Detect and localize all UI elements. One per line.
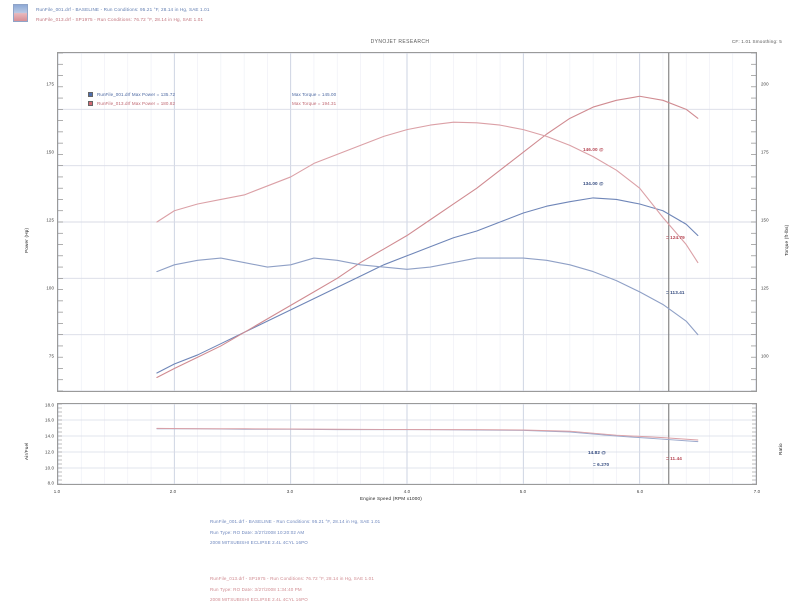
afr-y-tick: 14.0 xyxy=(45,433,54,439)
power-torque-plot-canvas xyxy=(58,53,756,391)
afr-y-axis-title: Air/Fuel xyxy=(24,442,29,460)
air-fuel-plot xyxy=(57,403,757,485)
x-tick: 1.0 xyxy=(53,489,61,494)
y-left-tick: 75 xyxy=(48,353,54,359)
y-right-tick: 150 xyxy=(761,217,769,223)
annotation-torque-peak-red: 146.00 @ xyxy=(583,147,604,152)
air-fuel-plot-canvas xyxy=(58,404,756,484)
annotation-cursor-power-red: = 124.79 xyxy=(666,235,685,240)
y-right-axis-title: Torque (ft-lbs) xyxy=(784,224,789,256)
y-right-tick: 200 xyxy=(761,81,769,87)
annotation-afr-value-blue: = 6.270 xyxy=(593,462,610,467)
y-left-axis-title: Power (Hp) xyxy=(24,227,29,253)
y-right-tick: 125 xyxy=(761,285,769,291)
y-left-tick: 175 xyxy=(46,81,54,87)
run-color-swatch-icon xyxy=(13,4,28,22)
chart-title: DYNOJET RESEARCH xyxy=(370,39,430,45)
header-run-line-modified: RunFile_013.drf - SP1975 - Run Condition… xyxy=(36,17,204,22)
y-left-tick: 150 xyxy=(46,149,54,155)
afr-y-tick: 16.0 xyxy=(45,417,54,423)
afr-y-tick: 8.0 xyxy=(47,480,54,486)
correction-factor-note: CF: 1.01 Smoothing: 5 xyxy=(731,39,782,44)
legend-swatch-icon xyxy=(88,91,93,97)
annotation-afr-value-red: = 11.44 xyxy=(666,456,682,461)
afr-y-tick: 12.0 xyxy=(45,449,54,455)
annotation-torque-peak-blue: 134.00 @ xyxy=(583,181,604,186)
y-left-tick: 100 xyxy=(46,285,54,291)
y-left-tick: 125 xyxy=(46,217,54,223)
x-tick: 2.0 xyxy=(169,489,177,494)
legend-power-label: RunFile_013.drf Max Power = 180.82 xyxy=(97,101,176,106)
run-description-line: RunFile_013.drf - SP1975 - Run Condition… xyxy=(210,576,374,581)
runfile-header-bar: RunFile_001.drf - BASELINE - Run Conditi… xyxy=(0,0,800,28)
legend-power-label: RunFile_001.drf Max Power = 135.72 xyxy=(97,92,176,97)
afr-y-right-axis-title: Ratio xyxy=(778,443,783,455)
run-description-line: Run Type: RO Date: 3/27/2008 10:20:02 AM xyxy=(210,529,305,535)
dyno-figure: DYNOJET RESEARCH CF: 1.01 Smoothing: 5 1… xyxy=(0,28,800,602)
header-run-line-baseline: RunFile_001.drf - BASELINE - Run Conditi… xyxy=(36,7,210,12)
run-description-modified: RunFile_013.drf - SP1975 - Run Condition… xyxy=(210,574,374,606)
y-right-tick: 100 xyxy=(761,353,769,359)
x-tick: 7.0 xyxy=(753,489,761,494)
run-description-baseline: RunFile_001.drf - BASELINE - Run Conditi… xyxy=(210,517,380,549)
afr-y-tick: 18.0 xyxy=(45,402,54,408)
x-tick: 4.0 xyxy=(403,489,411,494)
power-torque-plot xyxy=(57,52,757,392)
x-tick: 5.0 xyxy=(519,489,527,494)
x-tick: 6.0 xyxy=(636,489,644,494)
run-description-line: RunFile_001.drf - BASELINE - Run Conditi… xyxy=(210,519,381,524)
annotation-cursor-power-blue: = 113.41 xyxy=(666,290,685,295)
run-description-line: Run Type: RO Date: 3/27/2008 1:34:40 PM xyxy=(210,586,302,592)
legend-torque-label: Max Torque = 145.00 xyxy=(292,92,337,97)
legend-swatch-icon xyxy=(88,100,93,106)
legend-torque-label: Max Torque = 194.31 xyxy=(292,101,337,106)
afr-y-tick: 10.0 xyxy=(45,465,54,471)
run-description-line: 2008 MITSUBISHI ECLIPSE 2.4L 4CYL 16PO xyxy=(210,597,308,602)
x-tick: 3.0 xyxy=(286,489,294,494)
x-axis-title: Engine Speed (RPM x1000) xyxy=(360,496,422,501)
run-description-line: 2008 MITSUBISHI ECLIPSE 2.4L 4CYL 16PO xyxy=(210,540,308,545)
annotation-afr-label-blue: 14.82 @ xyxy=(588,450,606,455)
y-right-tick: 175 xyxy=(761,149,769,155)
